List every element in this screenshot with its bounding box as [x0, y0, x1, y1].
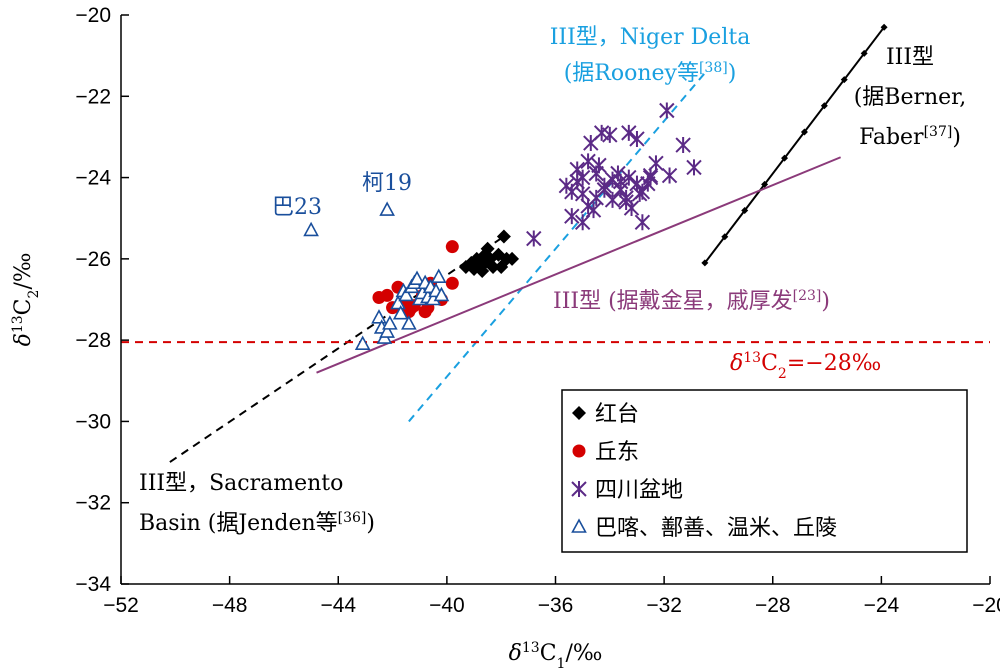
- data-point: [610, 165, 626, 182]
- data-point: [659, 102, 675, 119]
- data-point: [564, 208, 580, 225]
- annotation-text: 柯19: [362, 171, 412, 196]
- x-tick-label: −32: [646, 594, 682, 617]
- annotation-text: Basin (据Jenden等[36]): [139, 510, 375, 536]
- y-tick-label: −20: [75, 4, 111, 27]
- x-tick-label: −52: [103, 594, 139, 617]
- line-marker: [880, 23, 888, 31]
- data-point: [496, 229, 511, 244]
- data-point: [379, 323, 395, 338]
- line-marker: [761, 180, 769, 188]
- y-tick-label: −22: [75, 85, 111, 108]
- data-point: [604, 191, 621, 208]
- annotation-text: δ13C2=−28‰: [730, 350, 881, 382]
- x-tick-label: −40: [429, 594, 465, 617]
- line-marker: [721, 233, 729, 241]
- legend-box: [561, 389, 968, 553]
- legend-label: 丘东: [595, 440, 639, 465]
- annotations: III型，Niger Delta (据Rooney等[38]) III型 (据Bern…: [139, 25, 966, 536]
- data-point: [486, 259, 501, 274]
- annotation-text: (据Rooney等[38]): [564, 60, 737, 86]
- data-point: [445, 276, 459, 290]
- trend-line: [408, 69, 709, 423]
- line-marker: [820, 102, 828, 110]
- trend-line: [704, 26, 885, 264]
- line-marker: [701, 259, 709, 267]
- data-point: [398, 286, 414, 302]
- data-point: [401, 315, 417, 330]
- y-axis-label: δ13C2/‰: [10, 253, 42, 347]
- data-point: [390, 294, 406, 310]
- data-point: [631, 185, 648, 202]
- data-point: [380, 288, 394, 302]
- data-point: [526, 230, 542, 247]
- line-marker: [800, 128, 808, 136]
- legend-label: 巴喀、鄯善、温米、丘陵: [595, 516, 837, 541]
- data-point: [583, 135, 599, 152]
- data-point: [686, 159, 702, 176]
- data-point: [409, 270, 425, 285]
- data-point: [640, 175, 656, 192]
- legend-marker: [572, 444, 586, 458]
- x-tick-label: −24: [864, 594, 900, 617]
- x-axis-label: δ13C1/‰: [509, 640, 603, 672]
- data-point: [433, 286, 450, 302]
- data-point: [629, 130, 645, 147]
- y-tick-label: −34: [75, 573, 111, 596]
- data-point: [621, 124, 637, 141]
- data-point: [445, 240, 459, 254]
- reference-lines: [121, 23, 990, 463]
- data-point: [382, 315, 398, 330]
- annotation-text: III型，Sacramento: [139, 471, 343, 496]
- x-tick-label: −28: [755, 594, 791, 617]
- data-points: [303, 102, 702, 351]
- data-point: [596, 181, 613, 198]
- trend-line: [316, 156, 842, 374]
- y-tick-label: −28: [75, 329, 111, 352]
- y-tick-label: −32: [75, 492, 111, 515]
- annotation-text: (据Berner,: [854, 85, 967, 110]
- data-point: [371, 309, 387, 324]
- legend-marker: [571, 518, 587, 533]
- legend-label: 红台: [595, 402, 639, 427]
- legend-marker: [572, 406, 586, 420]
- data-point: [580, 153, 596, 170]
- data-point: [392, 305, 409, 320]
- line-marker: [781, 154, 789, 162]
- annotation-text: 巴23: [272, 195, 322, 220]
- x-tick-label: −36: [538, 594, 574, 617]
- legend-label: 四川盆地: [595, 478, 683, 503]
- data-point: [505, 251, 520, 266]
- y-tick-label: −26: [75, 248, 111, 271]
- data-point: [430, 268, 447, 283]
- data-point: [591, 157, 607, 174]
- data-point: [379, 201, 395, 216]
- data-point: [574, 214, 591, 231]
- data-point: [618, 189, 634, 206]
- data-point: [303, 221, 319, 237]
- trend-line: [169, 235, 505, 463]
- line-marker: [860, 49, 868, 57]
- line-marker: [840, 76, 848, 84]
- annotation-text: III型 (据戴金星，戚厚发[23]): [553, 288, 830, 314]
- legend-marker: [571, 481, 587, 497]
- data-point: [480, 241, 495, 256]
- y-tick-label: −30: [75, 410, 111, 433]
- data-point: [675, 137, 691, 154]
- annotation-text: III型: [886, 45, 934, 70]
- annotation-text: Faber[37]): [859, 124, 961, 150]
- y-tick-label: −24: [75, 167, 111, 190]
- axes: −52 −48 −44 −40 −36 −32 −28 −24 −20 −20 −22 −24 −26 −…: [10, 4, 1000, 672]
- annotation-text: III型，Niger Delta: [550, 25, 751, 50]
- x-tick-label: −20: [972, 594, 1000, 617]
- line-marker: [741, 207, 749, 215]
- data-point: [621, 169, 637, 186]
- data-point: [354, 335, 371, 351]
- data-point: [634, 214, 651, 231]
- x-tick-label: −48: [212, 594, 248, 617]
- data-point: [661, 167, 678, 184]
- x-tick-label: −44: [320, 594, 356, 617]
